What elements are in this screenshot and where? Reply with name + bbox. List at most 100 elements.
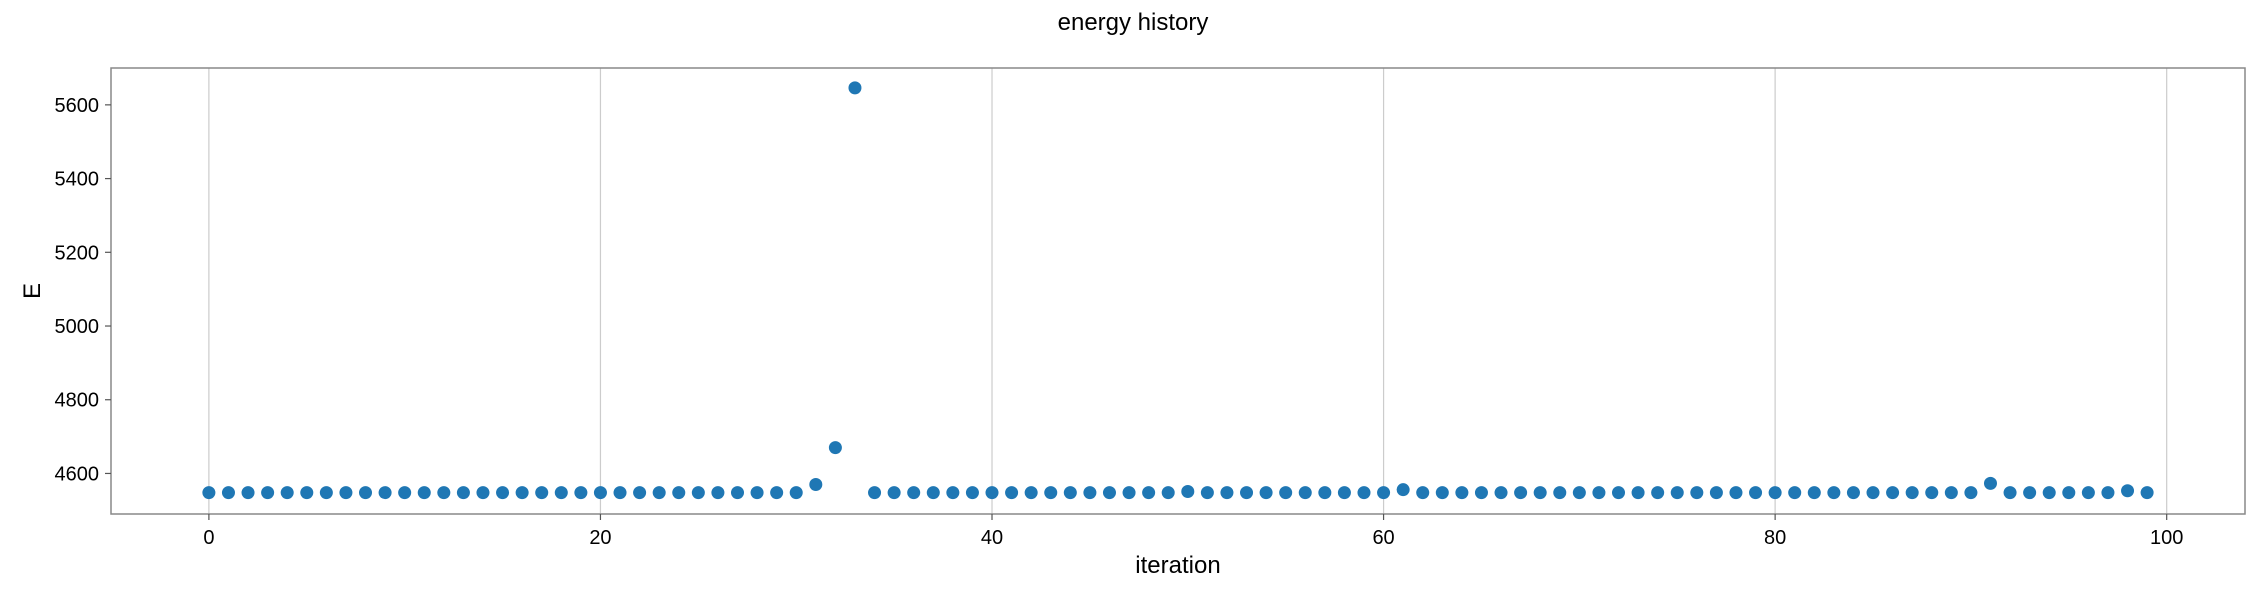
data-point — [1005, 486, 1019, 500]
x-tick-label: 20 — [589, 527, 611, 549]
data-point — [750, 486, 764, 500]
data-point — [1572, 486, 1586, 500]
data-point — [339, 486, 353, 500]
data-point — [1905, 486, 1919, 500]
data-point — [1220, 486, 1234, 500]
x-tick-label: 40 — [981, 527, 1003, 549]
data-point — [456, 486, 470, 500]
data-point — [241, 486, 255, 500]
data-point — [1083, 486, 1097, 500]
data-point — [1122, 486, 1136, 500]
y-tick-label: 4800 — [55, 390, 100, 412]
data-point — [1592, 486, 1606, 500]
data-point — [2140, 486, 2154, 500]
data-point — [1396, 483, 1410, 497]
data-point — [359, 486, 373, 500]
data-point — [593, 486, 607, 500]
data-point — [300, 486, 314, 500]
data-point — [1651, 486, 1665, 500]
data-point — [652, 486, 666, 500]
plot-area-frame — [110, 67, 2246, 515]
data-point — [1631, 486, 1645, 500]
grid — [208, 68, 2168, 514]
data-point — [1846, 486, 1860, 500]
data-point — [613, 486, 627, 500]
data-point — [1318, 486, 1332, 500]
data-point — [1200, 486, 1214, 500]
data-point — [1455, 486, 1469, 500]
y-tick-label: 5200 — [55, 242, 100, 264]
data-point — [574, 486, 588, 500]
data-point — [1788, 486, 1802, 500]
y-axis-label: E — [19, 283, 46, 299]
data-point — [1102, 486, 1116, 500]
data-point — [848, 81, 862, 95]
data-point — [1690, 486, 1704, 500]
axis-ticks: 0 20 40 60 80 100 4600 4800 5000 5200 5400 5600 — [55, 95, 2184, 549]
data-point — [496, 486, 510, 500]
data-point — [1612, 486, 1626, 500]
data-point — [1161, 486, 1175, 500]
data-point — [1024, 486, 1038, 500]
data-point — [1181, 485, 1195, 499]
data-point — [887, 486, 901, 500]
data-point — [1435, 486, 1449, 500]
x-tick-label: 80 — [1764, 527, 1786, 549]
data-point — [868, 486, 882, 500]
data-point — [907, 486, 921, 500]
data-point — [789, 486, 803, 500]
data-point — [1514, 486, 1528, 500]
data-point — [417, 486, 431, 500]
data-point — [515, 486, 529, 500]
data-point — [1298, 486, 1312, 500]
y-tick-label: 5400 — [55, 169, 100, 191]
chart-title: energy history — [1058, 9, 1209, 36]
data-point — [1416, 486, 1430, 500]
x-tick-label: 100 — [2150, 527, 2183, 549]
data-point — [1983, 476, 1997, 490]
data-point — [1337, 486, 1351, 500]
data-point — [261, 486, 275, 500]
data-point — [946, 486, 960, 500]
x-axis-label: iteration — [1135, 552, 1220, 579]
data-point — [280, 486, 294, 500]
data-point — [554, 486, 568, 500]
data-point — [221, 486, 235, 500]
data-point — [1259, 486, 1273, 500]
data-point — [398, 486, 412, 500]
data-point — [1533, 486, 1547, 500]
data-point — [2042, 486, 2056, 500]
data-point — [965, 486, 979, 500]
data-point — [1044, 486, 1058, 500]
data-point — [2023, 486, 2037, 500]
data-point — [1142, 486, 1156, 500]
data-point — [828, 441, 842, 455]
data-point — [1807, 486, 1821, 500]
x-tick-label: 60 — [1372, 527, 1394, 549]
data-point — [1670, 486, 1684, 500]
data-point — [1729, 486, 1743, 500]
data-point — [1279, 486, 1293, 500]
data-point — [1494, 486, 1508, 500]
data-point — [985, 486, 999, 500]
data-point — [672, 486, 686, 500]
x-tick-label: 0 — [203, 527, 214, 549]
data-point — [319, 486, 333, 500]
y-tick-label: 5000 — [55, 316, 100, 338]
data-point — [2121, 484, 2135, 498]
data-point — [378, 486, 392, 500]
data-point — [730, 486, 744, 500]
data-point — [202, 486, 216, 500]
data-point — [1357, 486, 1371, 500]
data-point — [1925, 486, 1939, 500]
data-point — [770, 486, 784, 500]
data-point — [809, 478, 823, 492]
data-point — [1377, 486, 1391, 500]
data-point — [1063, 486, 1077, 500]
data-point — [1886, 486, 1900, 500]
data-point — [1709, 486, 1723, 500]
data-point — [2101, 486, 2115, 500]
data-point — [535, 486, 549, 500]
